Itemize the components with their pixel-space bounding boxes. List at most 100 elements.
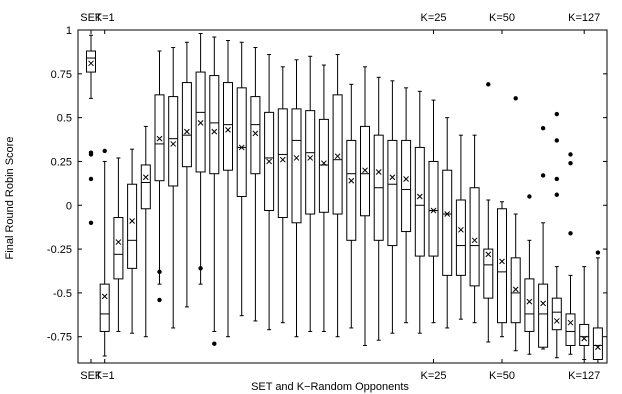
mean-marker: [129, 218, 135, 224]
box-iqr: [113, 217, 124, 280]
box-iqr: [236, 87, 247, 197]
box-iqr: [140, 164, 151, 210]
box-iqr: [538, 283, 549, 348]
x-tick-label-bottom: K=25: [421, 370, 447, 382]
outlier-point: [102, 148, 107, 154]
mean-marker: [321, 160, 327, 167]
box-group: [346, 83, 357, 329]
outlier-point: [88, 220, 94, 225]
box-group: [318, 64, 329, 332]
mean-marker: [553, 318, 560, 324]
mean-marker: [115, 239, 122, 245]
box-iqr: [387, 139, 398, 247]
mean-marker: [444, 211, 451, 217]
box-group: [223, 40, 233, 338]
box-group: [387, 80, 398, 334]
box-group: [277, 66, 288, 324]
outlier-point: [88, 152, 94, 157]
mean-marker: [375, 169, 382, 175]
box-iqr: [223, 82, 233, 171]
mean-marker: [88, 60, 94, 67]
x-axis-label: SET and K−Random Opponents: [251, 381, 409, 393]
mean-marker: [499, 258, 505, 265]
outlier-point: [554, 192, 559, 197]
box-iqr: [154, 94, 165, 182]
mean-marker: [293, 155, 300, 161]
outlier-point: [540, 125, 546, 131]
mean-marker: [416, 193, 423, 200]
box-group: [99, 148, 110, 357]
mean-marker: [389, 174, 396, 181]
mean-marker: [512, 286, 519, 293]
x-tick-label-top: SET: [80, 12, 102, 24]
box-iqr: [127, 183, 138, 269]
outlier-point: [212, 341, 217, 346]
mean-marker: [348, 177, 355, 184]
box-iqr: [99, 283, 110, 332]
box-group: [154, 50, 165, 303]
mean-marker: [595, 344, 601, 351]
outlier-point: [88, 176, 94, 182]
box-iqr: [360, 125, 370, 217]
box-group: [195, 33, 206, 285]
outlier-point: [568, 152, 573, 157]
y-tick-label: 0: [66, 200, 72, 212]
mean-marker: [142, 174, 149, 181]
box-group: [305, 55, 316, 332]
outlier-point: [486, 82, 491, 87]
box-group: [168, 47, 179, 329]
outlier-point: [554, 176, 559, 182]
box-group: [428, 99, 439, 324]
x-tick-label-top: K=127: [568, 12, 600, 24]
outlier-point: [198, 266, 203, 271]
mean-marker: [458, 226, 464, 233]
x-tick-label-bottom: K=50: [489, 370, 515, 382]
box-group: [113, 157, 124, 332]
y-tick-label: -0.5: [53, 288, 72, 300]
box-iqr: [305, 110, 316, 215]
box-group: [455, 134, 466, 320]
box-group: [236, 41, 247, 317]
mean-marker: [581, 335, 588, 342]
box-iqr: [524, 278, 535, 332]
box-group: [181, 41, 192, 308]
box-iqr: [428, 160, 439, 257]
box-iqr: [414, 146, 425, 257]
mean-marker: [184, 128, 190, 135]
x-tick-label-top: K=25: [421, 12, 447, 24]
y-axis-ticks: 1 0.75 0.5 0.25 0 -0.25 -0.5 -0.75: [47, 25, 607, 344]
box-group: [510, 96, 521, 352]
box-iqr: [181, 82, 192, 168]
box-group: [291, 59, 302, 338]
mean-marker: [197, 120, 204, 126]
box-group: [401, 87, 412, 324]
box-iqr: [579, 323, 590, 346]
box-iqr: [455, 199, 466, 276]
plot-frame: [77, 29, 608, 364]
box-group: [373, 76, 384, 341]
outlier-point: [568, 231, 573, 236]
mean-marker: [540, 300, 546, 307]
y-tick-label: 0.75: [51, 69, 72, 81]
outlier-point: [554, 138, 559, 143]
mean-marker: [334, 153, 341, 160]
outlier-point: [157, 297, 162, 303]
y-tick-label: -0.25: [47, 244, 72, 256]
box-iqr: [277, 108, 288, 219]
mean-marker: [430, 207, 437, 214]
mean-marker: [170, 141, 177, 147]
box-group: [332, 54, 343, 338]
box-iqr: [497, 208, 507, 324]
mean-marker: [526, 298, 533, 305]
box-group: [442, 117, 453, 329]
box-group: [579, 266, 590, 360]
y-tick-label: 0.5: [57, 113, 72, 125]
box-iqr: [250, 96, 261, 175]
outlier-point: [595, 250, 601, 255]
mean-marker: [362, 167, 368, 174]
x-tick-label-top: K=50: [489, 12, 515, 24]
y-tick-label: 1: [66, 25, 72, 37]
box-group: [360, 66, 370, 346]
